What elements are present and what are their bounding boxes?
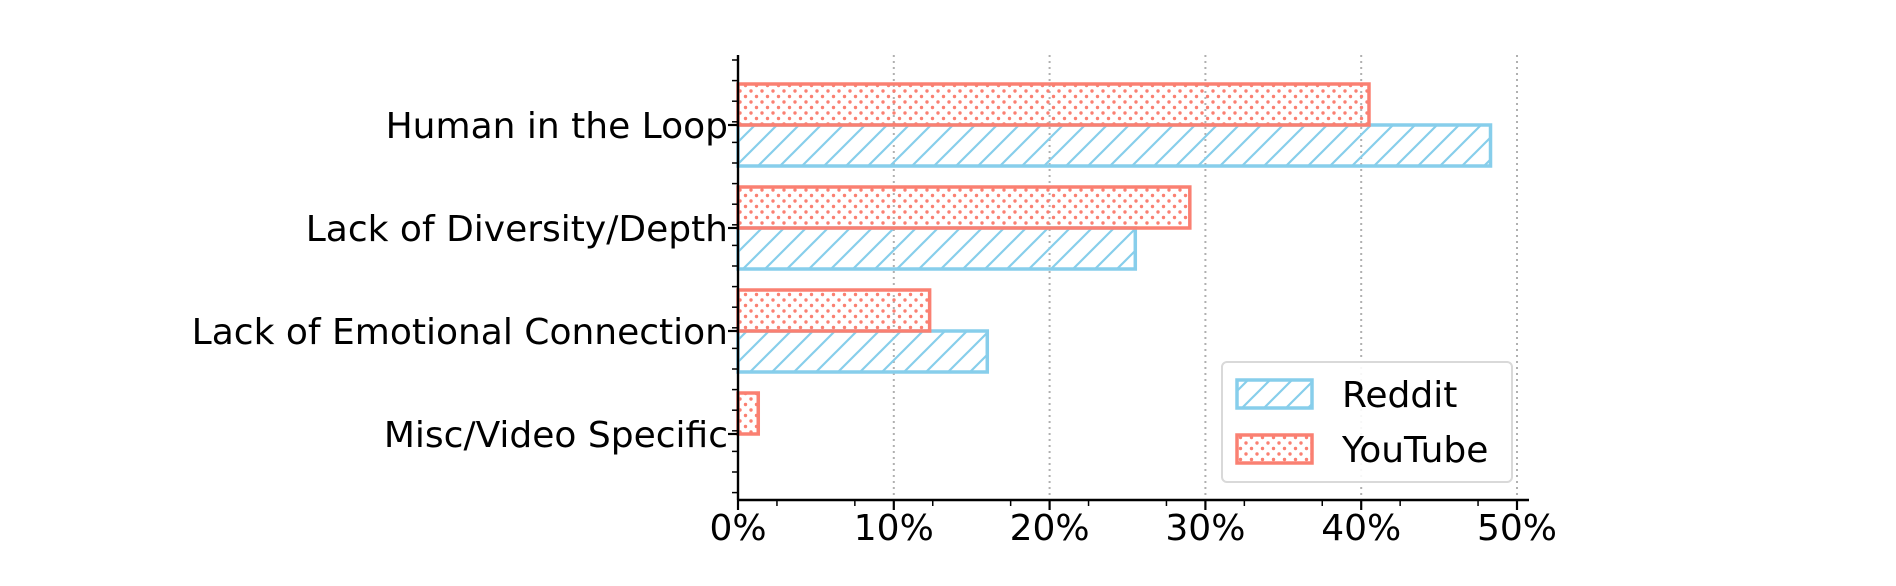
tick-labels: 0% 10% 20% 30% 40% 50% Human in the Loop Lack o… [192,106,1557,549]
legend-label-youtube: YouTube [1341,430,1488,471]
x-tick-label: 0% [709,508,766,549]
legend-swatch-youtube [1235,433,1314,465]
y-tick-label: Human in the Loop [386,106,728,147]
y-tick-label: Lack of Diversity/Depth [306,209,728,250]
grid-lines [892,55,1518,500]
y-tick-label: Misc/Video Specific [384,415,728,456]
bar-reddit-lack-of-emotional-connection [736,329,990,374]
bar-youtube-lack-of-emotional-connection [736,288,932,333]
bar-youtube-lack-of-diversity-depth [736,185,1192,230]
x-tick-label: 40% [1321,508,1401,549]
bar-youtube-human-in-the-loop [736,82,1371,127]
x-tick-label: 10% [854,508,934,549]
bar-reddit-human-in-the-loop [736,123,1493,168]
bars [736,82,1493,436]
x-tick-label: 30% [1165,508,1245,549]
y-tick-label: Lack of Emotional Connection [192,312,728,353]
legend: Reddit YouTube [1221,361,1513,483]
x-tick-label: 50% [1477,508,1557,549]
bar-youtube-misc-video-specific [736,391,761,436]
legend-swatch-reddit [1235,378,1314,410]
legend-label-reddit: Reddit [1342,375,1457,416]
bar-reddit-lack-of-diversity-depth [736,226,1138,271]
axes [728,55,1529,510]
x-tick-label: 20% [1010,508,1090,549]
